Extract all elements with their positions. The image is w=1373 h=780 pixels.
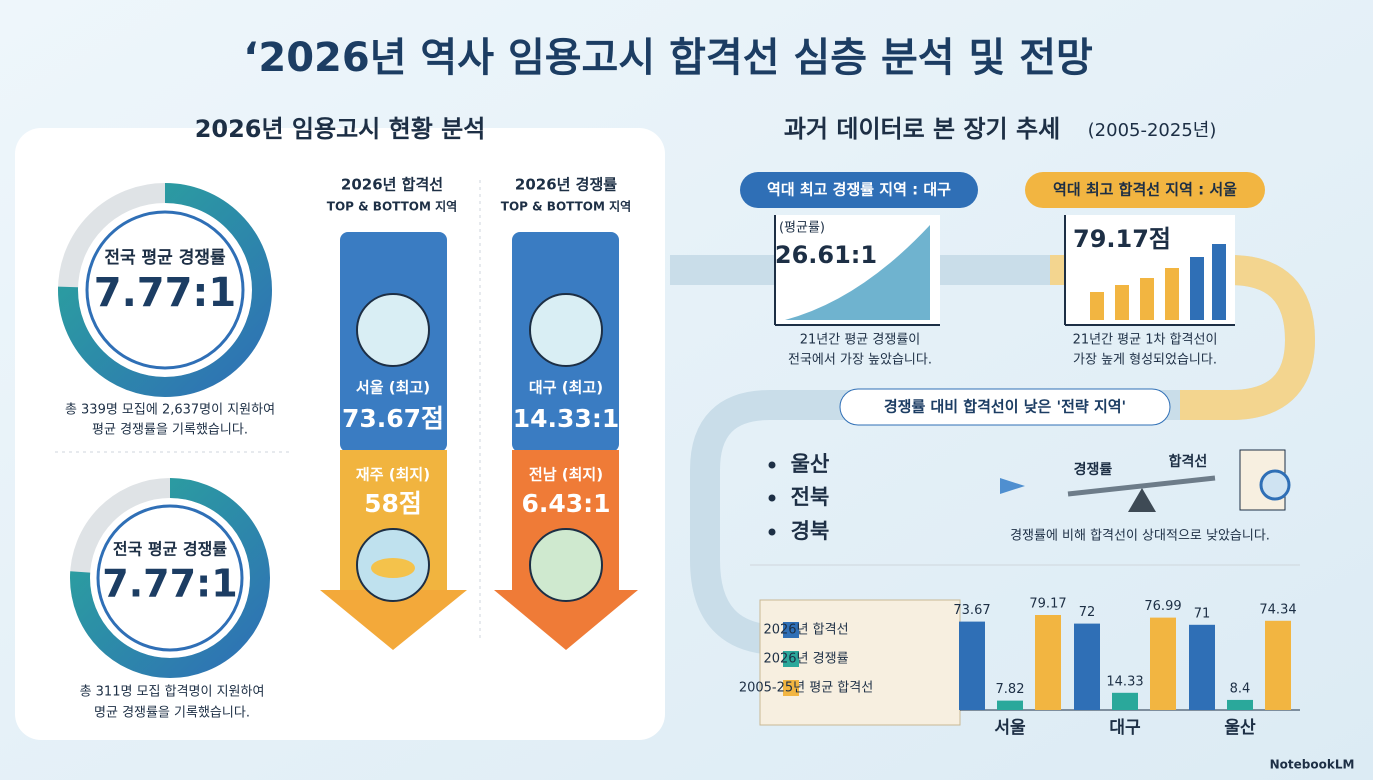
card-caption: 21년간 평균 경쟁률이 [800, 333, 921, 348]
value-label: 73.67 [953, 603, 990, 618]
pill [1025, 172, 1265, 208]
brand: NotebookLM [1270, 758, 1355, 772]
donut: 전국 평균 경쟁률 7.77:1 [70, 478, 270, 678]
card-value: 79.17점 [1073, 225, 1171, 253]
bar [997, 700, 1023, 710]
region: 전북 [791, 485, 830, 509]
donut-value: 7.77:1 [94, 270, 237, 316]
card-value: 26.61:1 [775, 241, 877, 269]
trend-card [774, 215, 940, 326]
right-title: 과거 데이터로 본 장기 추세 [784, 115, 1060, 143]
donut-value: 7.77:1 [102, 562, 237, 606]
donut-caption: 총 311명 모집 합격명이 지원하여 [80, 685, 265, 700]
region-list [768, 461, 776, 536]
column-arrow [494, 232, 638, 650]
donut-label: 전국 평균 경쟁률 [113, 540, 227, 559]
period: (2005-2025년) [1088, 120, 1217, 141]
bar [1035, 615, 1061, 710]
seesaw [1000, 449, 1291, 512]
column-title: 2026년 합격선 [341, 176, 443, 194]
donut-caption: 총 339명 모집에 2,637명이 지원하여 [65, 403, 275, 418]
page-title: ‘2026년 역사 임용고시 합격선 심층 분석 및 전망 [243, 35, 1093, 81]
column-arrow [320, 232, 467, 650]
legend-label: 2026년 합격선 [763, 623, 848, 638]
legend-swatch [783, 680, 799, 696]
value-label: 14.33 [1106, 674, 1143, 689]
card-sub: (평균률) [779, 221, 825, 236]
bar [1074, 623, 1100, 710]
value-label: 72 [1079, 605, 1096, 620]
donut-caption: 명균 경쟁률을 기록했습니다. [94, 705, 250, 721]
top-value: 73.67점 [342, 404, 444, 433]
legend-label: 2026년 경쟁률 [763, 652, 848, 667]
column-title: 2026년 경쟁률 [515, 176, 617, 194]
legend-label: 2005-25년 평균 합격선 [739, 681, 873, 696]
seesaw-label: 경쟁률 [1074, 461, 1113, 478]
bar [1227, 699, 1253, 710]
value-label: 79.17 [1029, 597, 1066, 612]
bar [1265, 620, 1291, 710]
donut: 전국 평균 경쟁률 7.77:1 [58, 183, 272, 397]
value-label: 76.99 [1144, 599, 1181, 614]
value-label: 71 [1194, 606, 1211, 621]
seesaw-label: 합격선 [1169, 453, 1208, 470]
card-caption: 가장 높게 형성되었습니다. [1073, 353, 1217, 368]
value-label: 74.34 [1259, 602, 1296, 617]
bottom-region: 재주 (최지) [356, 466, 430, 484]
donut-label: 전국 평균 경쟁률 [104, 248, 226, 268]
trend-card [1064, 215, 1235, 326]
x-tick-label: 대구 [1109, 718, 1141, 738]
pill-text: 역대 최고 경쟁률 지역 : 대구 [767, 181, 951, 199]
region: 울산 [791, 452, 830, 476]
pill-text: 역대 최고 합격선 지역 : 서울 [1053, 181, 1237, 199]
bar [959, 621, 985, 710]
bar [1150, 617, 1176, 710]
top-region: 대구 (최고) [529, 379, 603, 397]
value-label: 7.82 [996, 682, 1025, 697]
donut-caption: 평균 경쟁률을 기록했습니다. [92, 422, 248, 438]
x-tick-label: 서울 [994, 718, 1026, 738]
column-title: TOP & BOTTOM 지역 [501, 199, 631, 214]
legend-swatch [783, 651, 799, 667]
bar [1189, 624, 1215, 710]
strategy-caption: 경쟁률에 비해 합격선이 상대적으로 낮았습니다. [1010, 529, 1270, 544]
left-title: 2026년 임용고시 현황 분석 [195, 115, 486, 143]
pill [839, 388, 1171, 426]
card-caption: 21년간 평균 1차 합격선이 [1073, 333, 1218, 348]
pill [740, 172, 978, 208]
column-title: TOP & BOTTOM 지역 [327, 199, 457, 214]
road [1050, 255, 1316, 420]
bottom-region: 전남 (최지) [529, 466, 603, 484]
value-label: 8.4 [1230, 681, 1251, 696]
bottom-value: 6.43:1 [521, 489, 610, 518]
strategy-title: 경쟁률 대비 합격선이 낮은 '전략 지역' [884, 398, 1126, 416]
bottom-value: 58점 [364, 489, 422, 518]
legend-swatch [783, 622, 799, 638]
top-value: 14.33:1 [513, 404, 619, 433]
region: 경북 [791, 519, 830, 543]
bar [1112, 692, 1138, 710]
card-caption: 전국에서 가장 높았습니다. [788, 353, 932, 368]
top-region: 서울 (최고) [356, 379, 430, 397]
x-tick-label: 울산 [1224, 718, 1256, 738]
